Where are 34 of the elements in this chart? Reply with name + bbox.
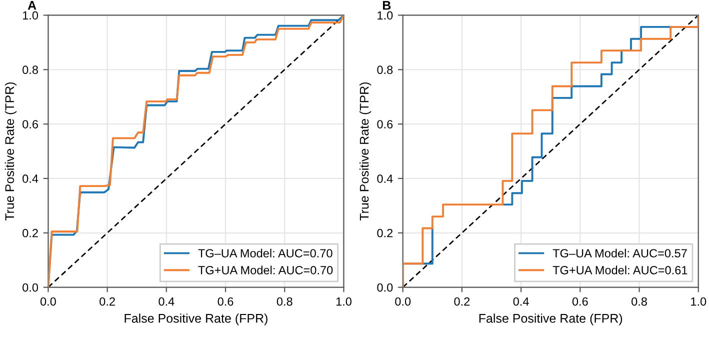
y-tick-label: 0.4: [377, 174, 393, 183]
y-tick-label: 1.0: [378, 11, 393, 20]
x-tick-label: 0.6: [572, 297, 588, 306]
x-tick-label: 0.2: [454, 297, 470, 306]
y-tick-label: 0.6: [22, 120, 38, 128]
x-tick-label: 0.6: [218, 297, 234, 306]
x-tick-label: 0.8: [632, 297, 647, 306]
x-tick-label: 0.4: [158, 297, 174, 306]
x-axis-title: False Positive Rate (FPR): [479, 314, 622, 326]
y-tick-label: 0.4: [22, 174, 38, 183]
x-tick-label: 0.4: [513, 297, 529, 306]
y-tick-label: 0.2: [22, 228, 38, 238]
chart-title: B: [382, 1, 391, 10]
x-tick-label: 1.0: [691, 297, 706, 306]
y-tick-label: 0.2: [377, 228, 393, 238]
y-tick-label: 0.8: [377, 66, 393, 74]
x-tick-label: 0.8: [276, 297, 292, 306]
chart-title: A: [28, 1, 36, 10]
legend-label: TG–UA Model: AUC=0.57: [552, 248, 687, 258]
x-tick-label: 0.0: [40, 297, 56, 306]
legend-label: TG+UA Model: AUC=0.70: [198, 266, 333, 274]
y-axis-title: True Positive Rate (TPR): [360, 82, 372, 221]
legend-label: TG–UA Model: AUC=0.70: [198, 248, 332, 258]
x-tick-label: 1.0: [336, 297, 352, 306]
x-tick-label: 0.2: [100, 297, 115, 306]
y-tick-label: 0.6: [377, 120, 393, 128]
x-tick-label: 0.0: [395, 297, 411, 306]
y-axis-title: True Positive Rate (TPR): [4, 82, 17, 221]
y-tick-label: 0.0: [377, 283, 393, 292]
legend-label: TG+UA Model: AUC=0.61: [552, 266, 688, 274]
y-tick-label: 0.0: [22, 283, 38, 292]
y-tick-label: 0.8: [22, 66, 38, 74]
y-tick-label: 1.0: [22, 11, 38, 20]
x-axis-title: False Positive Rate (FPR): [124, 314, 268, 326]
